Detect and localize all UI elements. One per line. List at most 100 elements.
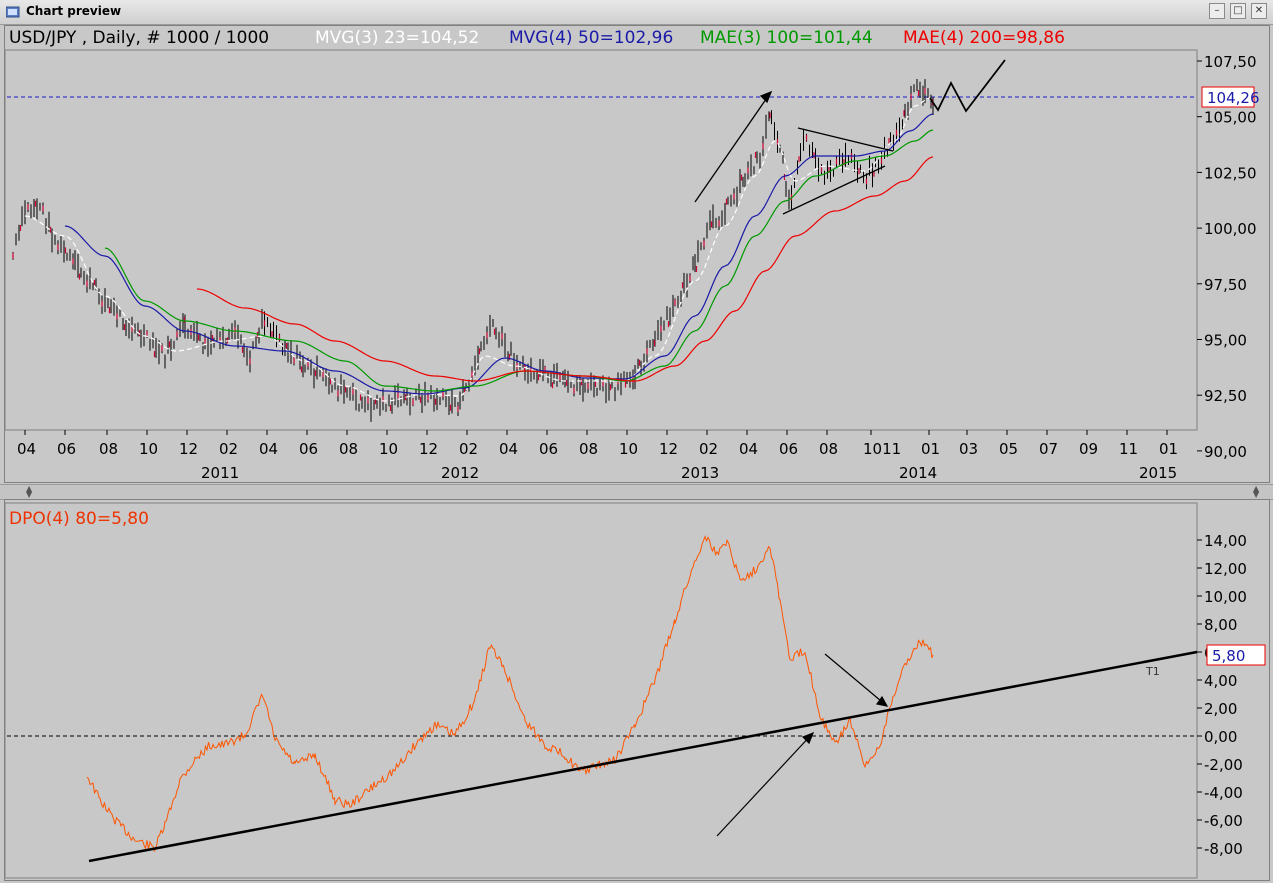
price-x-tick-label: 11 — [1119, 440, 1138, 458]
indicator-y-tick-label: 8,00 — [1204, 616, 1237, 634]
price-x-tick-label: 10 — [379, 440, 398, 458]
price-year-label: 2015 — [1139, 464, 1177, 482]
price-y-tick-label: 100,00 — [1204, 220, 1257, 238]
price-chart: USD/JPY , Daily, # 1000 / 1000 MVG(3) 23… — [5, 28, 1260, 482]
price-year-label: 2013 — [681, 464, 719, 482]
price-x-tick-label: 04 — [259, 440, 278, 458]
price-x-tick-label: 07 — [1039, 440, 1058, 458]
indicator-y-tick-label: 14,00 — [1204, 532, 1247, 550]
indicator-y-tick-label: 2,00 — [1204, 700, 1237, 718]
indicator-y-tick-label: 4,00 — [1204, 672, 1237, 690]
chart-header-mvg4: MVG(4) 50=102,96 — [509, 28, 673, 48]
indicator-y-tick-label: -6,00 — [1204, 812, 1243, 830]
price-y-tick-label: 105,00 — [1204, 109, 1257, 127]
pane-splitter[interactable]: ▲ ▼ ▲ ▼ — [0, 484, 1273, 500]
indicator-y-tick-label: -8,00 — [1204, 840, 1243, 858]
price-bars — [12, 79, 934, 422]
mvg4-line — [64, 113, 934, 395]
price-x-tick-label: 06 — [539, 440, 558, 458]
price-x-tick-label: 04 — [739, 440, 758, 458]
mae4-line — [196, 156, 934, 382]
indicator-y-tick-label: 12,00 — [1204, 560, 1247, 578]
price-x-tick-label: 05 — [999, 440, 1018, 458]
current-price-badge — [1201, 86, 1255, 108]
price-y-tick-label: 90,00 — [1204, 443, 1247, 461]
indicator-y-tick-label: 10,00 — [1204, 588, 1247, 606]
price-x-tick-label: 1011 — [863, 440, 901, 458]
splitter-down-icon[interactable]: ▼ — [26, 490, 33, 499]
splitter-up-icon-right[interactable]: ▲ — [1253, 484, 1260, 493]
price-y-tick-label: 102,50 — [1204, 164, 1257, 182]
dpo-line — [86, 535, 934, 852]
indicator-plot-frame — [5, 502, 1198, 879]
price-x-tick-label: 02 — [459, 440, 478, 458]
price-chart-panel[interactable]: USD/JPY , Daily, # 1000 / 1000 MVG(3) 23… — [4, 25, 1270, 483]
price-x-tick-label: 10 — [619, 440, 638, 458]
indicator-y-axis: 14,0012,0010,008,006,004,002,000,00-2,00… — [1197, 532, 1247, 858]
indicator-value-badge — [1206, 644, 1266, 666]
indicator-y-tick-label: -2,00 — [1204, 756, 1243, 774]
minimize-button[interactable]: – — [1209, 3, 1225, 19]
price-series — [12, 79, 934, 422]
price-x-tick-label: 04 — [17, 440, 36, 458]
price-x-tick-label: 08 — [579, 440, 598, 458]
chart-header-mae4: MAE(4) 200=98,86 — [903, 28, 1065, 48]
indicator-series — [86, 535, 934, 852]
price-y-tick-label: 97,50 — [1204, 276, 1247, 294]
price-x-tick-label: 02 — [699, 440, 718, 458]
price-x-tick-label: 06 — [779, 440, 798, 458]
window-title: Chart preview — [26, 4, 122, 18]
splitter-up-icon[interactable]: ▲ — [26, 484, 33, 493]
indicator-trendline — [88, 650, 1198, 863]
window-titlebar: Chart preview – □ ✕ — [0, 0, 1273, 25]
price-x-tick-label: 08 — [339, 440, 358, 458]
lower-arrow-line — [716, 732, 814, 837]
price-x-tick-label: 12 — [179, 440, 198, 458]
close-button[interactable]: ✕ — [1251, 3, 1267, 19]
triangle-upper-line — [797, 127, 894, 152]
indicator-header: DPO(4) 80=5,80 — [9, 509, 149, 529]
price-x-axis: 04 06 08 10 12 02 04 06 08 10 12 02 04 06 08 10 12 02 04 06… — [17, 430, 1178, 482]
app-icon — [6, 6, 20, 18]
price-x-tick-label: 04 — [499, 440, 518, 458]
upper-arrow-line — [824, 653, 888, 707]
indicator-y-tick-label: -4,00 — [1204, 784, 1243, 802]
indicator-arrows — [716, 653, 889, 837]
price-x-tick-label: 03 — [959, 440, 978, 458]
price-x-tick-label: 01 — [921, 440, 940, 458]
price-year-label: 2012 — [441, 464, 479, 482]
indicator-chart: DPO(4) 80=5,80 14,0012,0010,008,006,004,… — [5, 502, 1266, 879]
price-year-label: 2011 — [201, 464, 239, 482]
current-price-label: 104,26 — [1207, 89, 1260, 107]
maximize-button[interactable]: □ — [1230, 3, 1246, 19]
price-y-tick-label: 107,50 — [1204, 53, 1257, 71]
price-y-tick-label: 95,00 — [1204, 332, 1247, 350]
price-x-tick-label: 06 — [299, 440, 318, 458]
price-x-tick-label: 12 — [659, 440, 678, 458]
trendline-label: T1 — [1145, 665, 1160, 678]
chart-header-symbol: USD/JPY , Daily, # 1000 / 1000 — [9, 28, 269, 48]
uptrend-arrow-line — [694, 91, 772, 203]
indicator-chart-panel[interactable]: DPO(4) 80=5,80 14,0012,0010,008,006,004,… — [4, 499, 1270, 881]
lower-arrow-head — [801, 731, 815, 745]
price-drawings — [694, 59, 1006, 215]
chart-header-mvg3: MVG(3) 23=104,52 — [315, 28, 479, 48]
splitter-down-icon-right[interactable]: ▼ — [1253, 490, 1260, 499]
price-x-tick-label: 09 — [1079, 440, 1098, 458]
triangle-lower-line — [782, 165, 886, 215]
upper-arrow-head — [875, 695, 889, 707]
projection-path — [929, 59, 1006, 113]
indicator-y-tick-label: 0,00 — [1204, 728, 1237, 746]
mvg3-line — [24, 97, 931, 402]
indicator-value-label: 5,80 — [1212, 647, 1245, 665]
uptrend-arrow-head — [759, 90, 773, 104]
price-x-tick-label: 12 — [419, 440, 438, 458]
price-bars-red — [12, 88, 934, 412]
price-year-label: 2014 — [899, 464, 937, 482]
price-y-axis: 107,50 105,00 102,50 100,00 97,50 95,00 92,50 9… — [1197, 53, 1257, 461]
price-plot-frame — [5, 49, 1198, 431]
mae3-line — [104, 129, 934, 392]
price-x-tick-label: 02 — [219, 440, 238, 458]
price-x-tick-label: 06 — [57, 440, 76, 458]
price-x-tick-label: 08 — [99, 440, 118, 458]
